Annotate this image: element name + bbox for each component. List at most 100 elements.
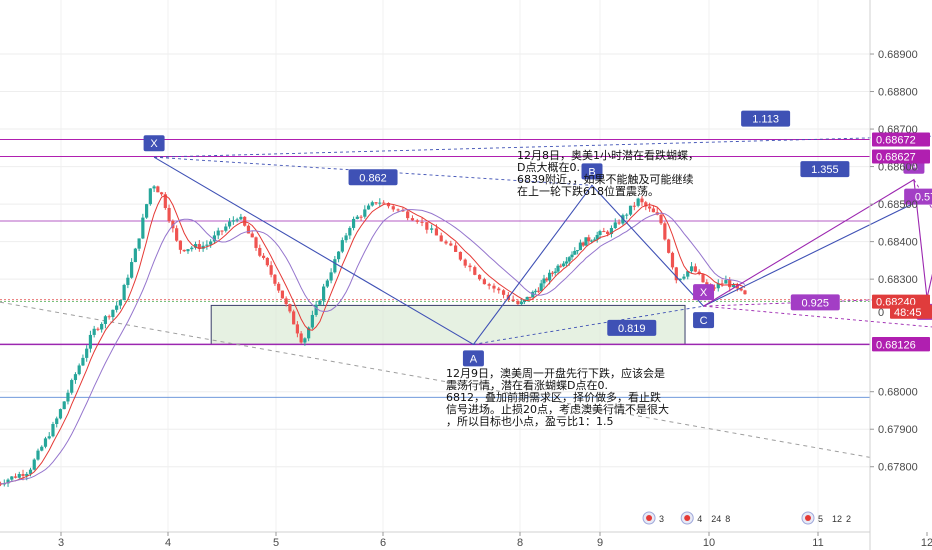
candle-body — [58, 409, 63, 419]
top-ratio: 1.355 — [811, 164, 839, 176]
candle-body — [573, 250, 577, 255]
candle-body — [152, 186, 156, 189]
candle-body — [137, 238, 141, 249]
candle-body — [501, 290, 506, 295]
time-tick-label: 11 — [812, 537, 823, 549]
candle-body — [689, 266, 694, 272]
candle-body — [570, 254, 574, 258]
candle-body — [70, 380, 74, 393]
candle-body — [258, 247, 262, 256]
price-tag-box — [872, 337, 930, 352]
candle-body — [122, 284, 126, 301]
candle-body — [36, 450, 40, 460]
candle-body — [720, 283, 724, 285]
candle-body — [227, 221, 232, 227]
candle-body — [728, 280, 732, 288]
event-flags[interactable]: 3 4 24 8 5 12 2 — [642, 511, 851, 525]
price-tag-label: 0.68627 — [876, 151, 916, 163]
candle-body — [487, 284, 491, 286]
candle-body — [235, 219, 239, 221]
candle-body — [333, 259, 337, 273]
candle-body — [454, 245, 458, 252]
candle-body — [640, 198, 644, 203]
candle-body — [473, 267, 477, 275]
candle-body — [613, 222, 617, 229]
top-ratio-box — [800, 161, 850, 178]
candle-body — [463, 259, 467, 266]
candle-body — [363, 209, 367, 217]
bottom-ratio: 0.819 — [618, 323, 646, 335]
price-tick-label: 0.68800 — [878, 87, 918, 99]
candle-body — [336, 251, 341, 260]
candle-body — [590, 240, 594, 242]
candle-body — [625, 214, 629, 216]
event-flag-count: 8 — [725, 514, 730, 524]
candle-body — [156, 186, 160, 193]
candle-body — [516, 301, 520, 305]
event-flag-count: 4 — [697, 514, 702, 524]
price-tick-label: 0.68500 — [878, 199, 918, 211]
candle-body — [307, 327, 311, 339]
ma-fast-line — [0, 195, 746, 485]
candle-body — [6, 479, 10, 484]
candle-body — [25, 473, 29, 476]
time-tick-label: 6 — [380, 537, 386, 549]
time-tick-label: 9 — [597, 537, 603, 549]
price-axis[interactable]: 0.689000.688000.687000.686000.685000.684… — [869, 0, 932, 550]
candle-body — [325, 280, 329, 287]
candle-body — [434, 228, 439, 236]
candle-body — [468, 265, 472, 268]
candle-body — [391, 206, 395, 210]
top-point-label: B — [588, 166, 595, 178]
time-tick-label: 10 — [703, 537, 715, 549]
candle-body — [288, 304, 292, 312]
candle-body — [220, 230, 224, 232]
candle-body — [118, 300, 122, 306]
horizontal-lines — [0, 139, 871, 458]
candle-body — [310, 314, 314, 328]
candle-body — [273, 274, 277, 284]
top-point-label-box — [143, 135, 165, 152]
candle-body — [351, 218, 356, 228]
candle-body — [682, 276, 686, 279]
candle-body — [209, 241, 213, 245]
candle-body — [542, 278, 546, 284]
candle-body — [663, 223, 667, 240]
candle-body — [329, 272, 333, 281]
event-flag-dot-icon — [805, 515, 811, 521]
candle-body — [292, 311, 296, 325]
candle-body — [261, 255, 266, 258]
candle-body — [348, 227, 352, 236]
time-axis[interactable]: 3 4 5 6 8 9 10 11 12 — [0, 531, 932, 549]
price-tick-label: 0.68000 — [878, 387, 918, 399]
candle-body — [280, 290, 285, 299]
price-tick-label: 0.67900 — [878, 424, 918, 436]
price-tick-label: 0.68300 — [878, 274, 918, 286]
candle-body — [100, 323, 104, 330]
bottom-point-label: X — [700, 287, 708, 299]
top-pattern-ratio-line — [473, 305, 704, 345]
candle-body — [107, 316, 111, 318]
pattern-labels: XABCDXABCD0.8621.1131.3550.8190.9250.577… — [143, 110, 932, 367]
top-point-label-box — [581, 163, 603, 180]
candle-body — [628, 205, 633, 215]
candle-body — [130, 262, 134, 278]
candle-body — [159, 192, 164, 195]
candle-body — [47, 436, 51, 439]
candle-body — [250, 233, 254, 238]
candle-body — [254, 237, 258, 248]
candle-body — [133, 248, 137, 263]
top-point-label-box — [693, 312, 715, 329]
candle-body — [190, 247, 194, 250]
candle-body — [545, 278, 549, 281]
candle-body — [284, 298, 288, 305]
bottom-ratio: 0.925 — [802, 297, 830, 309]
candle-body — [126, 277, 130, 285]
candle-body — [511, 299, 515, 302]
candle-body — [556, 265, 560, 272]
bottom-ratio-box — [904, 188, 932, 205]
event-flag-count: 3 — [659, 514, 664, 524]
ma-slow-line — [0, 209, 746, 485]
price-tick-label: 0.68400 — [878, 237, 918, 249]
